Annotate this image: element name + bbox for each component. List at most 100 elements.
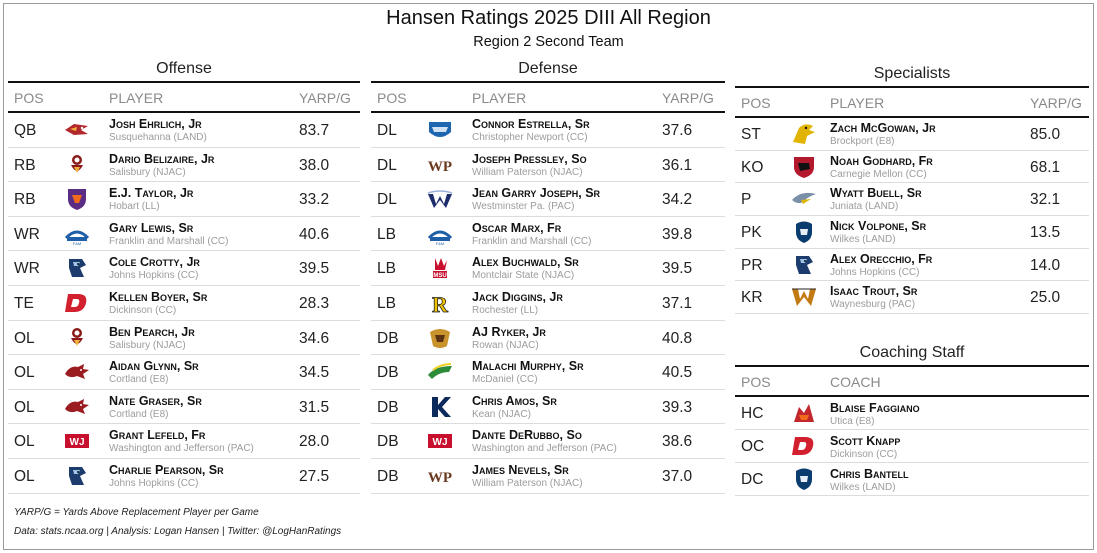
- player-name: Oscar Marx, Fr: [472, 221, 561, 235]
- position-cell: ST: [741, 126, 761, 144]
- table-row: QB Josh Ehrlich, Jr Susquehanna (LAND) 83.7: [8, 113, 360, 148]
- yarp-value: 39.3: [662, 399, 692, 417]
- pos-header: POS: [741, 95, 771, 111]
- position-cell: DB: [377, 433, 399, 451]
- yarp-value: 85.0: [1030, 126, 1060, 144]
- table-row: LB R Jack Diggins, Jr Rochester (LL) 37.1: [371, 286, 725, 321]
- yarp-value: 25.0: [1030, 289, 1060, 307]
- yarp-value: 40.8: [662, 330, 692, 348]
- defense-table: Defense POS PLAYER YARP/G DL Connor Estre…: [371, 57, 725, 494]
- school-name: Johns Hopkins (CC): [109, 270, 198, 281]
- player-name: Joseph Pressley, So: [472, 152, 587, 166]
- table-row: OL Aidan Glynn, Sr Cortland (E8) 34.5: [8, 355, 360, 390]
- yarp-value: 28.0: [299, 433, 329, 451]
- position-cell: DB: [377, 364, 399, 382]
- specialists-table: Specialists POS PLAYER YARP/G ST Zach McG…: [735, 62, 1089, 314]
- table-row: TE Kellen Boyer, Sr Dickinson (CC) 28.3: [8, 286, 360, 321]
- position-cell: LB: [377, 260, 396, 278]
- position-cell: DB: [377, 468, 399, 486]
- table-row: P Wyatt Buell, Sr Juniata (LAND) 32.1: [735, 183, 1089, 216]
- msu-logo: MSU: [427, 256, 453, 280]
- player-header: PLAYER: [830, 95, 884, 111]
- coach-name: Chris Bantell: [830, 467, 909, 481]
- position-cell: KR: [741, 289, 763, 307]
- position-cell: PK: [741, 224, 762, 242]
- player-name: Gary Lewis, Sr: [109, 221, 193, 235]
- player-name: Ben Pearch, Jr: [109, 325, 195, 339]
- eagle-logo: [791, 122, 817, 146]
- position-cell: WR: [14, 226, 40, 244]
- school-name: Susquehanna (LAND): [109, 132, 207, 143]
- school-name: Westminster Pa. (PAC): [472, 201, 574, 212]
- school-name: Washington and Jefferson (PAC): [472, 443, 617, 454]
- school-name: Salisbury (NJAC): [109, 167, 186, 178]
- captains-logo: [427, 118, 453, 142]
- yarp-value: 34.2: [662, 191, 692, 209]
- position-cell: HC: [741, 405, 763, 423]
- dragon-logo: [64, 360, 90, 384]
- position-cell: DB: [377, 330, 399, 348]
- yarp-value: 39.5: [299, 260, 329, 278]
- school-name: McDaniel (CC): [472, 374, 538, 385]
- d-logo: [64, 291, 90, 315]
- player-name: Nate Graser, Sr: [109, 394, 202, 408]
- school-name: Rochester (LL): [472, 305, 538, 316]
- position-cell: KO: [741, 159, 763, 177]
- diplomats-logo: F&M: [427, 222, 453, 246]
- school-name: Brockport (E8): [830, 136, 894, 147]
- school-name: Cortland (E8): [109, 409, 168, 420]
- svg-text:WP: WP: [428, 159, 452, 175]
- coaching-title: Coaching Staff: [735, 341, 1089, 365]
- yarp-value: 39.5: [662, 260, 692, 278]
- player-name: Grant Lefeld, Fr: [109, 428, 205, 442]
- yarp-header: YARP/G: [1030, 95, 1082, 111]
- school-name: Montclair State (NJAC): [472, 270, 574, 281]
- table-row: RB Dario Belizaire, Jr Salisbury (NJAC) 38.…: [8, 148, 360, 183]
- position-cell: PR: [741, 257, 763, 275]
- position-cell: OL: [14, 399, 35, 417]
- yarp-value: 39.8: [662, 226, 692, 244]
- colonel-logo: [791, 467, 817, 491]
- scottie-logo: [791, 155, 817, 179]
- table-row: DL WP Joseph Pressley, So William Paterson …: [371, 148, 725, 183]
- table-row: KO Noah Godhard, Fr Carnegie Mellon (CC) 68…: [735, 151, 1089, 184]
- player-name: Malachi Murphy, Sr: [472, 359, 584, 373]
- player-name: Jean Garry Joseph, Sr: [472, 186, 600, 200]
- school-name: Franklin and Marshall (CC): [109, 236, 228, 247]
- school-name: Wilkes (LAND): [830, 482, 896, 493]
- position-cell: OL: [14, 433, 35, 451]
- coach-name: Scott Knapp: [830, 434, 900, 448]
- school-name: Christopher Newport (CC): [472, 132, 588, 143]
- player-name: Aidan Glynn, Sr: [109, 359, 199, 373]
- position-cell: RB: [14, 157, 36, 175]
- player-name: Cole Crotty, Jr: [109, 255, 200, 269]
- yarp-value: 34.6: [299, 330, 329, 348]
- pos-header: POS: [14, 90, 44, 106]
- yarp-value: 34.5: [299, 364, 329, 382]
- yarp-header: YARP/G: [662, 90, 714, 106]
- school-name: Johns Hopkins (CC): [830, 267, 919, 278]
- offense-title: Offense: [8, 57, 360, 81]
- coach-name: Blaise Faggiano: [830, 401, 920, 415]
- waynesburg-logo: [791, 285, 817, 309]
- offense-header: POS PLAYER YARP/G: [8, 81, 360, 113]
- colonel-logo: [791, 220, 817, 244]
- svg-text:MSU: MSU: [433, 273, 446, 279]
- player-name: Isaac Trout, Sr: [830, 284, 917, 298]
- school-name: Utica (E8): [830, 416, 874, 427]
- yarp-value: 28.3: [299, 295, 329, 313]
- position-cell: LB: [377, 226, 396, 244]
- player-name: Alex Buchwald, Sr: [472, 255, 579, 269]
- player-name: E.J. Taylor, Jr: [109, 186, 193, 200]
- yarp-value: 27.5: [299, 468, 329, 486]
- hawk-logo: [64, 118, 90, 142]
- specialists-header: POS PLAYER YARP/G: [735, 86, 1089, 118]
- school-name: William Paterson (NJAC): [472, 478, 583, 489]
- position-cell: TE: [14, 295, 34, 313]
- position-cell: DB: [377, 399, 399, 417]
- dragon-logo: [64, 395, 90, 419]
- school-name: Franklin and Marshall (CC): [472, 236, 591, 247]
- coaching-header: POS COACH: [735, 365, 1089, 397]
- school-name: Hobart (LL): [109, 201, 160, 212]
- bluejay-logo: [64, 464, 90, 488]
